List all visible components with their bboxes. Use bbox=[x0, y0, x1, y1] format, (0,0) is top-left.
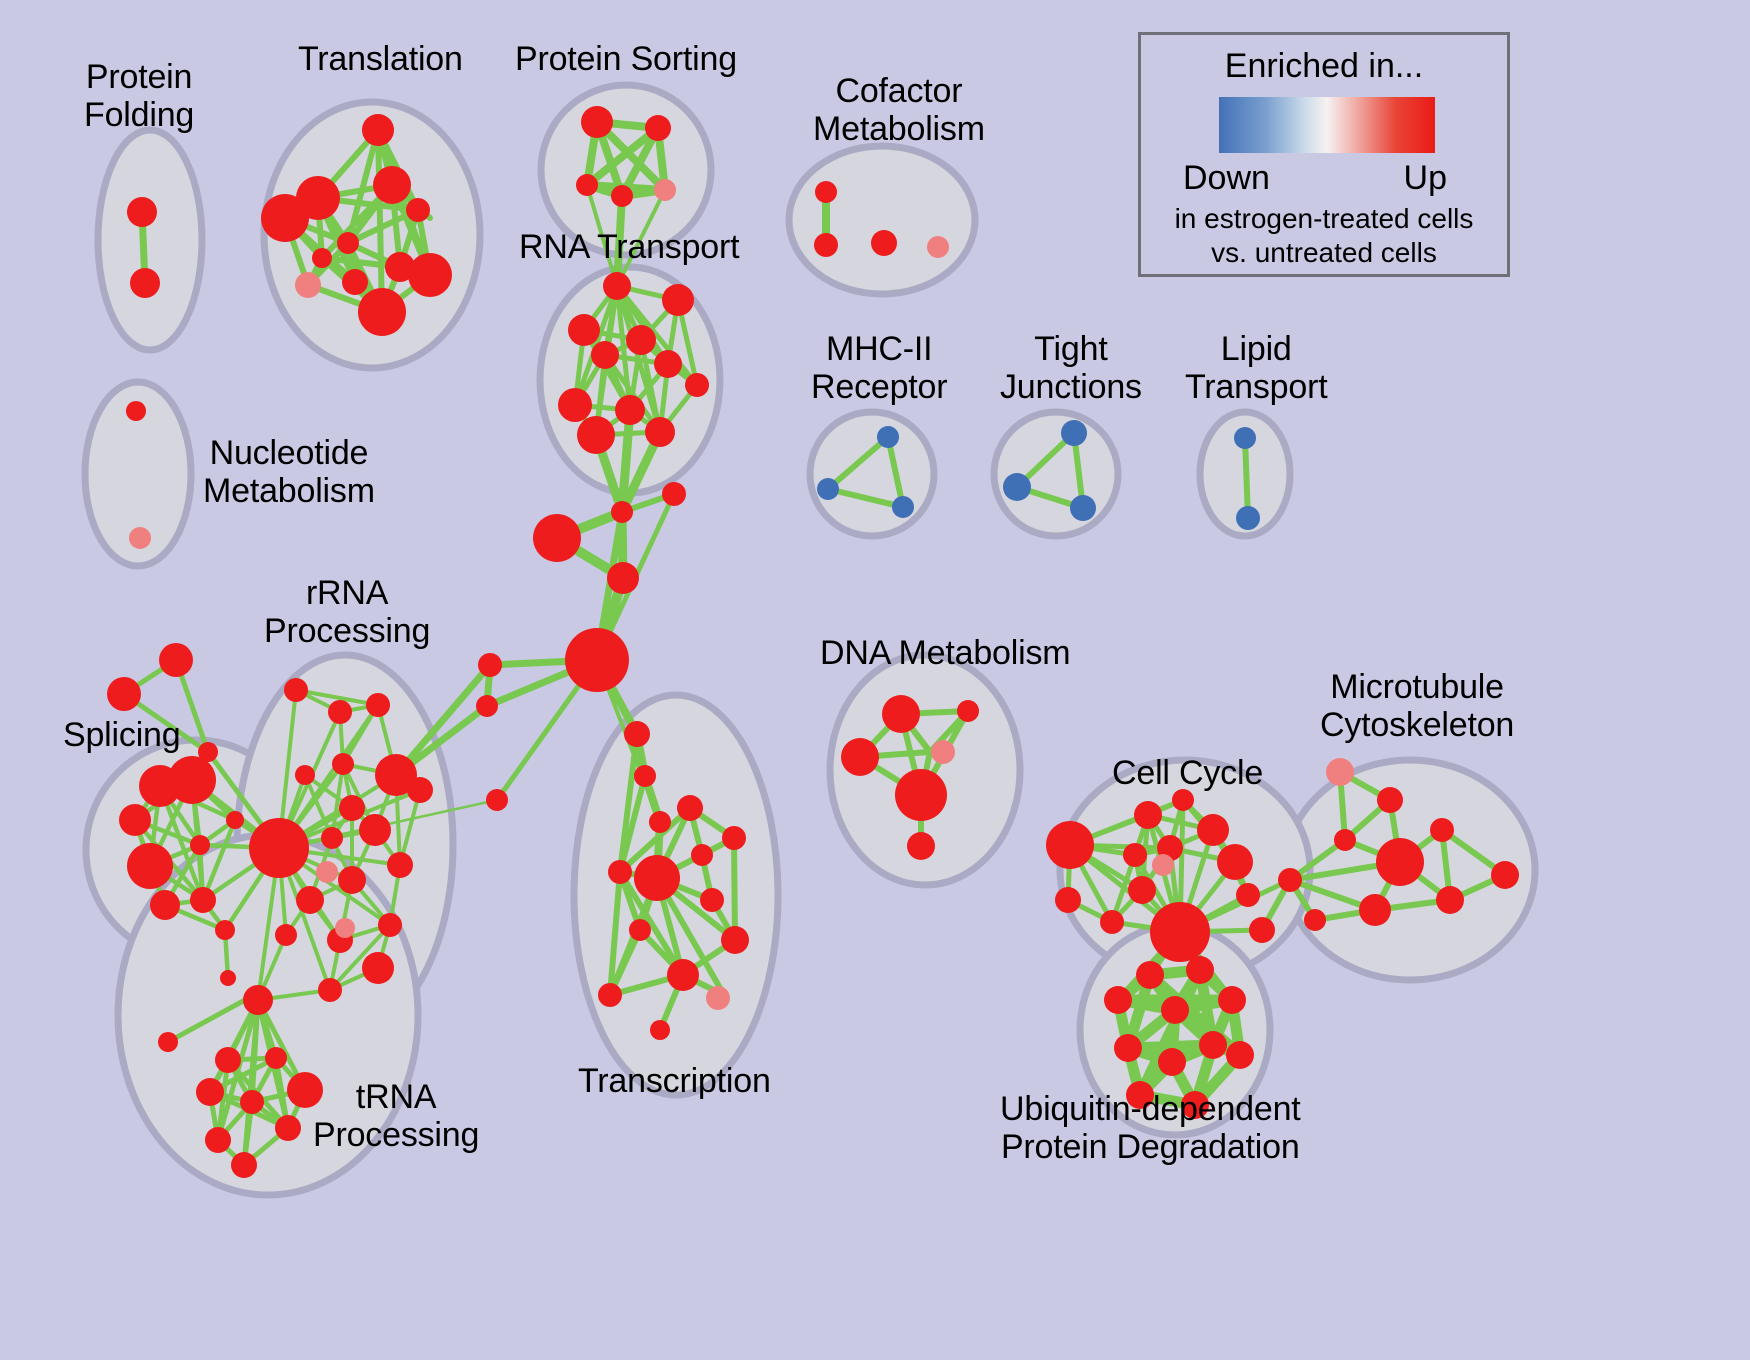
cluster-label-microtubule: Microtubule Cytoskeleton bbox=[1320, 668, 1515, 745]
cluster-label-tight-junctions: Tight Junctions bbox=[1000, 330, 1142, 407]
cluster-label-nucleotide-metabolism: Nucleotide Metabolism bbox=[203, 434, 375, 511]
cluster-label-cell-cycle: Cell Cycle bbox=[1112, 754, 1264, 792]
cluster-label-ubiquitin: Ubiquitin-dependent Protein Degradation bbox=[1000, 1090, 1301, 1167]
hull-cofactor-metab bbox=[785, 142, 979, 298]
cluster-label-protein-sorting: Protein Sorting bbox=[515, 40, 737, 78]
legend-subtitle-line-1: in estrogen-treated cells bbox=[1174, 203, 1474, 234]
legend-color-gradient bbox=[1219, 97, 1435, 153]
cluster-label-rna-transport: RNA Transport bbox=[519, 228, 740, 266]
hull-protein-folding bbox=[94, 126, 206, 354]
cluster-label-translation: Translation bbox=[298, 40, 463, 78]
cluster-label-splicing: Splicing bbox=[63, 716, 181, 754]
legend-subtitle-line-2: vs. untreated cells bbox=[1211, 237, 1437, 268]
cluster-label-transcription: Transcription bbox=[578, 1062, 771, 1100]
legend-title: Enriched in... bbox=[1224, 47, 1424, 85]
cluster-label-trna-processing: tRNA Processing bbox=[313, 1078, 480, 1155]
cluster-label-mhc-ii: MHC-II Receptor bbox=[811, 330, 948, 407]
cluster-label-protein-folding: Protein Folding bbox=[84, 58, 195, 135]
cluster-label-dna-metabolism: DNA Metabolism bbox=[820, 634, 1071, 672]
hull-mhc-ii bbox=[806, 408, 938, 540]
cluster-label-cofactor-metabolism: Cofactor Metabolism bbox=[813, 72, 985, 149]
hull-nucleotide-metab bbox=[81, 378, 195, 570]
cluster-label-rrna-processing: rRNA Processing bbox=[264, 574, 431, 651]
legend-low-label: Down bbox=[1183, 159, 1270, 197]
legend-box: Enriched in... Down Up in estrogen-treat… bbox=[1138, 32, 1510, 277]
legend-high-label: Up bbox=[1403, 159, 1447, 197]
network-nodes bbox=[107, 106, 1519, 1178]
cluster-label-lipid-transport: Lipid Transport bbox=[1185, 330, 1328, 407]
